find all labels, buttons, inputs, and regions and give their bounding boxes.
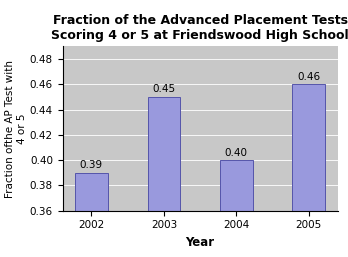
Bar [220,160,253,257]
Text: 0.40: 0.40 [225,148,248,158]
Bar [75,173,108,257]
Text: 0.45: 0.45 [152,84,175,94]
Y-axis label: Fraction ofthe AP Test with
4 or 5: Fraction ofthe AP Test with 4 or 5 [6,60,27,197]
Bar [292,84,325,257]
X-axis label: Year: Year [185,236,215,249]
Title: Fraction of the Advanced Placement Tests
Scoring 4 or 5 at Friendswood High Scho: Fraction of the Advanced Placement Tests… [51,14,348,42]
Bar [148,97,180,257]
Text: 0.46: 0.46 [297,72,320,82]
Text: 0.39: 0.39 [80,160,103,170]
